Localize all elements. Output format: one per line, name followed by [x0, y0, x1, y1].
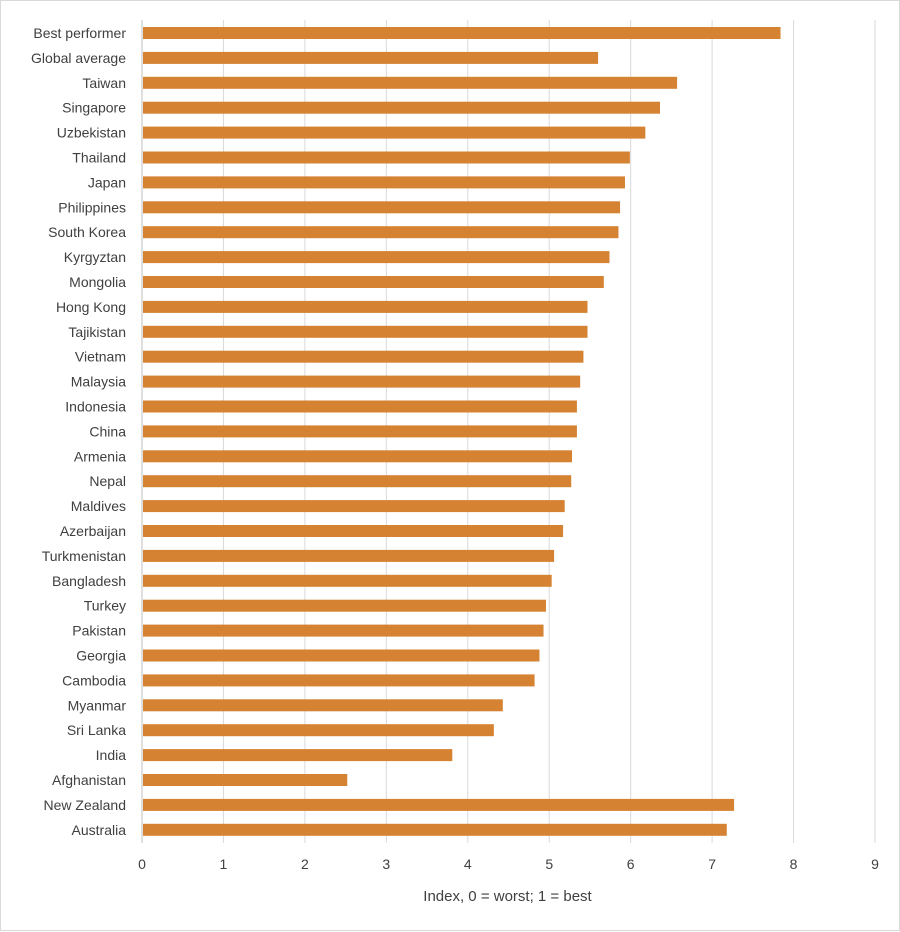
- bar: [143, 649, 540, 662]
- x-tick-label: 6: [627, 856, 635, 872]
- bar: [143, 674, 535, 687]
- bar: [143, 226, 619, 239]
- category-label: Maldives: [71, 498, 126, 514]
- category-label: China: [89, 423, 126, 439]
- category-label: Armenia: [74, 448, 126, 464]
- bar: [143, 624, 544, 637]
- bar: [143, 101, 660, 114]
- bar: [143, 500, 565, 513]
- bar: [143, 724, 494, 737]
- bar: [143, 201, 621, 214]
- bar: [143, 400, 577, 413]
- category-label: Hong Kong: [56, 299, 126, 315]
- category-label: Mongolia: [69, 274, 126, 290]
- x-tick-label: 2: [301, 856, 309, 872]
- category-label: Pakistan: [72, 623, 126, 639]
- bar: [143, 251, 610, 264]
- category-label: Malaysia: [71, 374, 126, 390]
- category-label: Bangladesh: [52, 573, 126, 589]
- bars: [143, 27, 781, 836]
- bar: [143, 450, 573, 463]
- bar: [143, 325, 588, 338]
- category-label: Afghanistan: [52, 772, 126, 788]
- category-label: Vietnam: [75, 349, 126, 365]
- bar: [143, 774, 348, 786]
- category-label: New Zealand: [44, 797, 127, 813]
- bar: [143, 599, 546, 612]
- bar: [143, 276, 604, 288]
- bar: [143, 350, 584, 363]
- category-label: Taiwan: [82, 75, 126, 91]
- category-label: Australia: [72, 822, 127, 838]
- bar: [143, 549, 555, 562]
- bar: [143, 798, 735, 811]
- category-label: Myanmar: [68, 697, 127, 713]
- category-label: Best performer: [33, 25, 126, 41]
- category-label: South Korea: [48, 224, 126, 240]
- bar: [143, 525, 564, 537]
- x-tick-label: 3: [382, 856, 390, 872]
- category-label: Japan: [88, 174, 126, 190]
- x-tick-label: 4: [464, 856, 472, 872]
- category-label: Turkmenistan: [42, 548, 126, 564]
- bar: [143, 300, 588, 313]
- bar: [143, 176, 625, 189]
- x-tick-label: 9: [871, 856, 879, 872]
- bar: [143, 151, 630, 164]
- category-label: Nepal: [89, 473, 126, 489]
- category-label: Sri Lanka: [67, 722, 126, 738]
- category-label: Kyrgyztan: [64, 249, 126, 265]
- category-label: Turkey: [84, 598, 126, 614]
- x-axis-title: Index, 0 = worst; 1 = best: [423, 888, 592, 905]
- bar: [143, 76, 678, 89]
- category-label: Global average: [31, 50, 126, 66]
- category-label: Philippines: [58, 199, 126, 215]
- bar: [143, 126, 646, 139]
- category-label: India: [96, 747, 127, 763]
- category-label: Indonesia: [65, 399, 126, 415]
- x-tick-label: 0: [138, 856, 146, 872]
- category-labels: Best performer Global average Taiwan Singap…: [31, 25, 126, 838]
- bar: [143, 375, 581, 388]
- bar: [143, 823, 727, 836]
- bar: [143, 749, 453, 762]
- bar: [143, 425, 577, 438]
- bar: [143, 27, 781, 39]
- bar: [143, 574, 552, 587]
- x-tick-label: 5: [545, 856, 553, 872]
- category-label: Tajikistan: [68, 324, 126, 340]
- category-label: Thailand: [72, 150, 126, 166]
- bar: [143, 475, 572, 488]
- category-label: Singapore: [62, 100, 126, 116]
- x-tick-label: 1: [220, 856, 228, 872]
- category-label: Cambodia: [62, 672, 126, 688]
- bar: [143, 51, 599, 64]
- x-tick-label: 7: [708, 856, 716, 872]
- x-tick-labels: 0 1 2 3 4 5 6 7 8 9: [138, 856, 879, 872]
- bar: [143, 699, 503, 712]
- category-label: Uzbekistan: [57, 125, 126, 141]
- category-label: Georgia: [76, 648, 126, 664]
- x-tick-label: 8: [790, 856, 798, 872]
- category-label: Azerbaijan: [60, 523, 126, 539]
